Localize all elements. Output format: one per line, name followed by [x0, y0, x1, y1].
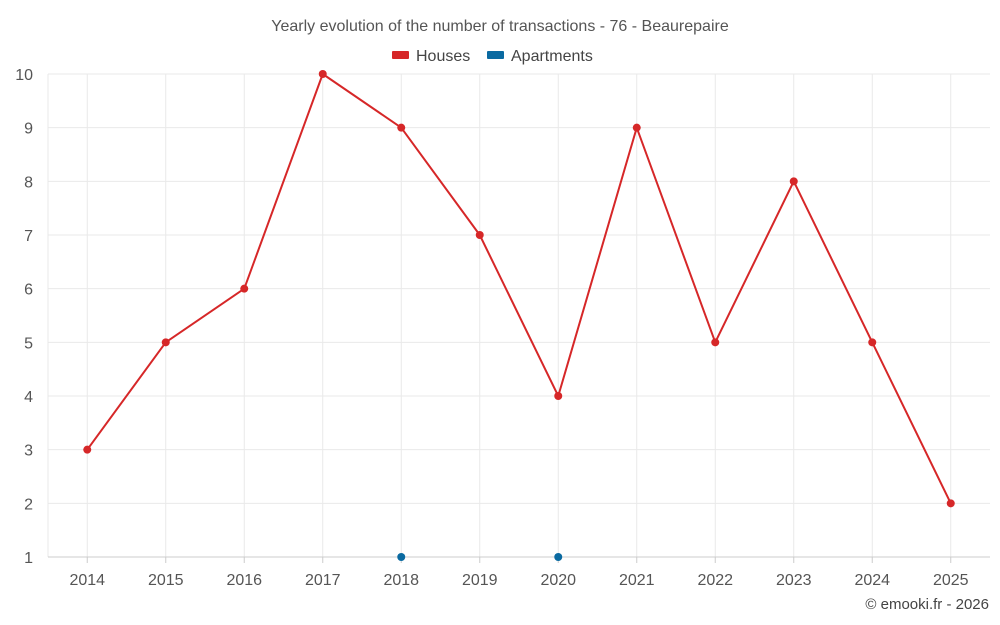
- x-tick-label: 2016: [226, 572, 262, 589]
- data-point-houses-2022[interactable]: [711, 338, 720, 347]
- chart-title: Yearly evolution of the number of transa…: [271, 18, 729, 35]
- data-point-houses-2025[interactable]: [946, 499, 955, 508]
- credit-text: © emooki.fr - 2026: [865, 596, 989, 613]
- x-tick-label: 2022: [697, 572, 733, 589]
- data-point-houses-2015[interactable]: [161, 338, 170, 347]
- y-tick-label: 4: [24, 389, 33, 406]
- axes: [48, 556, 990, 563]
- data-point-houses-2017[interactable]: [318, 70, 327, 78]
- legend-label-apartments[interactable]: Apartments: [511, 48, 593, 65]
- series: [83, 70, 955, 561]
- data-point-houses-2016[interactable]: [240, 284, 249, 293]
- y-axis-ticks: 1 2 3 4 5 6 7 8 9 10: [15, 67, 33, 567]
- x-tick-label: 2019: [462, 572, 498, 589]
- x-tick-label: 2021: [619, 572, 655, 589]
- data-point-houses-2023[interactable]: [789, 177, 798, 186]
- data-point-houses-2018[interactable]: [397, 123, 406, 132]
- x-tick-label: 2023: [776, 572, 812, 589]
- y-tick-label: 10: [15, 67, 33, 84]
- x-tick-label: 2018: [383, 572, 419, 589]
- x-tick-label: 2015: [148, 572, 184, 589]
- x-tick-label: 2020: [540, 572, 576, 589]
- x-tick-label: 2025: [933, 572, 969, 589]
- x-axis-ticks: 2014 2015 2016 2017 2018 2019 2020 2021 2022 2023…: [69, 572, 968, 589]
- legend-swatch-houses: [392, 51, 409, 59]
- legend-label-houses[interactable]: Houses: [416, 48, 470, 65]
- y-tick-label: 5: [24, 335, 33, 352]
- data-point-houses-2020[interactable]: [554, 392, 563, 400]
- x-tick-label: 2014: [69, 572, 105, 589]
- data-point-apartments-2020[interactable]: [554, 553, 563, 561]
- data-point-apartments-2018[interactable]: [397, 553, 406, 561]
- grid: [47, 73, 990, 557]
- y-tick-label: 2: [24, 496, 33, 513]
- x-tick-label: 2024: [854, 572, 890, 589]
- series-line-houses: [86, 73, 952, 504]
- data-point-houses-2019[interactable]: [475, 231, 484, 239]
- y-tick-label: 9: [24, 121, 33, 138]
- x-tick-label: 2017: [305, 572, 341, 589]
- y-tick-label: 7: [24, 228, 33, 245]
- y-tick-label: 1: [24, 550, 33, 567]
- data-point-houses-2014[interactable]: [83, 445, 92, 454]
- y-tick-label: 3: [24, 443, 33, 460]
- series-apartments: [397, 553, 563, 561]
- data-point-houses-2024[interactable]: [868, 338, 877, 347]
- series-houses: [83, 70, 955, 508]
- data-point-houses-2021[interactable]: [632, 123, 641, 132]
- y-tick-label: 8: [24, 174, 33, 191]
- legend: Houses Apartments: [392, 48, 593, 65]
- y-tick-label: 6: [24, 282, 33, 299]
- legend-swatch-apartments: [487, 51, 504, 59]
